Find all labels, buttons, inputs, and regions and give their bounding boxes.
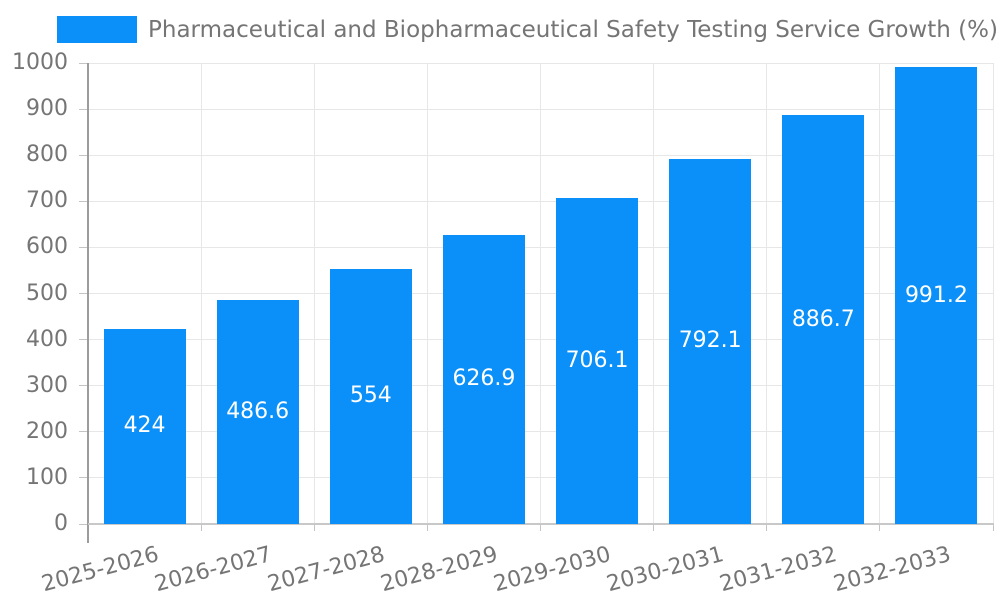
x-axis-category-label: 2032-2033: [830, 542, 953, 598]
bar-2031-2032[interactable]: 886.7: [782, 115, 865, 524]
y-axis-tick: [79, 62, 88, 64]
x-axis-tick: [313, 524, 315, 531]
gridline-vertical: [879, 63, 881, 524]
x-axis-category-label: 2031-2032: [717, 542, 840, 598]
bar-value-label: 991.2: [904, 282, 968, 308]
x-axis-category-label: 2027-2028: [264, 542, 388, 598]
y-axis-tick-label: 600: [26, 234, 68, 260]
bar-2028-2029[interactable]: 626.9: [442, 234, 525, 524]
y-axis-tick-label: 200: [26, 418, 68, 444]
bar-2030-2031[interactable]: 792.1: [669, 158, 752, 524]
bar-value-label: 424: [123, 413, 166, 439]
x-axis-tick: [992, 524, 994, 531]
bar-value-label: 554: [349, 383, 392, 409]
legend-swatch-icon: [57, 16, 137, 43]
bar-value-label: 626.9: [452, 366, 516, 392]
bar-value-label: 886.7: [791, 306, 855, 332]
y-axis-tick: [79, 385, 88, 387]
bar-value-label: 792.1: [678, 328, 742, 354]
gridline-vertical: [540, 63, 541, 524]
y-axis-tick: [79, 477, 88, 479]
bar-2026-2027[interactable]: 486.6: [216, 299, 299, 524]
y-axis-tick: [79, 200, 88, 202]
gridline-vertical: [653, 63, 655, 524]
y-axis-tick: [79, 523, 88, 525]
x-axis-tick: [653, 524, 655, 531]
bar-value-label: 706.1: [565, 348, 629, 374]
gridline-vertical: [426, 63, 428, 524]
y-axis-tick: [79, 246, 88, 248]
gridline-vertical: [992, 63, 994, 524]
y-axis-tick: [79, 108, 88, 110]
gridline-vertical: [766, 63, 768, 524]
x-axis-category-label: 2025-2026: [38, 542, 162, 598]
bar-2027-2028[interactable]: 554: [329, 268, 412, 524]
y-axis-tick-label: 1000: [12, 50, 68, 75]
x-axis-tick: [766, 524, 768, 531]
x-axis-category-label: 2030-2031: [604, 542, 727, 598]
x-axis-category-label: 2028-2029: [378, 542, 501, 598]
legend[interactable]: Pharmaceutical and Biopharmaceutical Saf…: [57, 16, 998, 43]
bar-2032-2033[interactable]: 991.2: [895, 67, 978, 524]
x-axis-tick: [426, 524, 428, 531]
x-axis-category-label: 2029-2030: [491, 542, 614, 598]
y-axis-tick-label: 700: [26, 188, 68, 214]
bar-2029-2030[interactable]: 706.1: [556, 198, 639, 524]
x-axis-tick: [879, 524, 881, 531]
x-axis-category-label: 2026-2027: [151, 542, 275, 598]
y-axis-tick-label: 500: [26, 280, 68, 306]
y-axis-tick: [79, 431, 88, 433]
chart-title: Pharmaceutical and Biopharmaceutical Saf…: [148, 16, 998, 43]
y-axis-tick: [79, 154, 88, 156]
y-axis-tick-label: 100: [26, 464, 68, 490]
x-axis-line: [88, 523, 994, 525]
y-axis-line: [87, 63, 89, 543]
gridline-vertical: [200, 63, 202, 524]
x-axis-tick: [540, 524, 541, 531]
y-axis-tick: [79, 339, 88, 341]
gridline-vertical: [313, 63, 315, 524]
y-axis-tick-label: 900: [26, 96, 68, 122]
y-axis-tick-label: 300: [26, 372, 68, 398]
bar-value-label: 486.6: [226, 398, 290, 424]
bar-2025-2026[interactable]: 424: [103, 328, 186, 524]
x-axis-tick: [200, 524, 202, 531]
y-axis-tick: [79, 293, 88, 294]
y-axis-tick-label: 0: [54, 511, 68, 536]
y-axis-tick-label: 800: [26, 142, 68, 168]
y-axis-tick-label: 400: [26, 326, 68, 352]
